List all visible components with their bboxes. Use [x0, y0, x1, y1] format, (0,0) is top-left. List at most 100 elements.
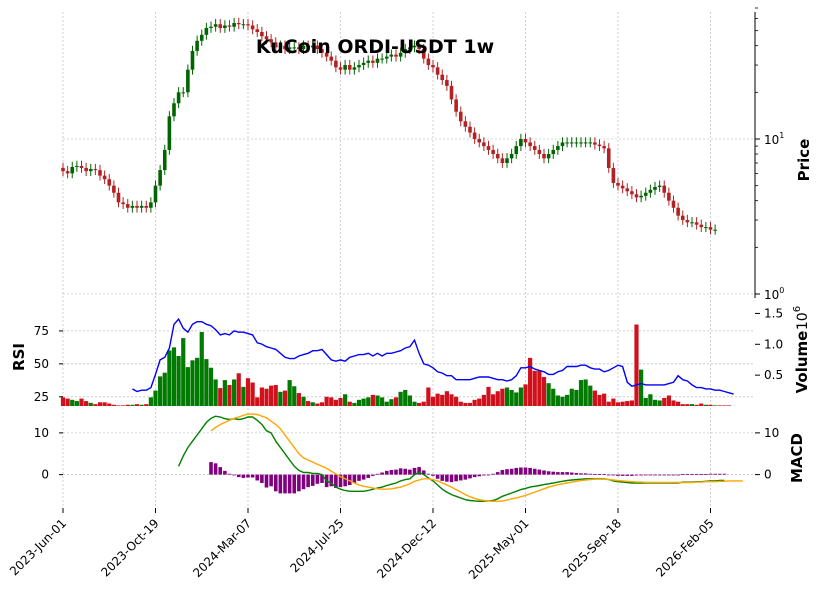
macd-hist-bar: [722, 473, 727, 475]
price-candle: [112, 185, 116, 193]
volume-bar: [158, 376, 163, 406]
volume-bar: [578, 380, 584, 406]
volume-bar: [199, 331, 204, 406]
price-candle: [477, 138, 482, 143]
price-candle: [297, 47, 301, 50]
price-candle: [569, 142, 574, 144]
volume-bar: [352, 402, 357, 406]
macd-hist-bar: [232, 474, 236, 476]
macd-hist-bar: [445, 474, 449, 482]
macd-hist-bar: [384, 470, 389, 475]
volume-bar: [565, 394, 570, 406]
price-candle: [708, 227, 713, 230]
price-candle: [602, 146, 606, 149]
price-candle: [403, 49, 408, 53]
price-candle: [546, 154, 551, 159]
price-candle: [181, 92, 186, 94]
volume-bar: [255, 397, 260, 406]
macd-line: [177, 415, 725, 502]
price-candle: [301, 45, 306, 50]
macd-hist-bar: [236, 474, 241, 478]
macd-hist-bar: [662, 474, 667, 476]
volume-bar: [412, 401, 417, 406]
volume-bar: [583, 379, 588, 406]
rsi-tick-label: 75: [34, 324, 49, 338]
macd-hist-bar: [542, 470, 546, 475]
macd-hist-bar: [310, 474, 315, 486]
volume-bar: [481, 394, 486, 406]
price-candle: [278, 45, 283, 48]
volume-bar: [60, 397, 66, 406]
volume-bar: [588, 385, 593, 406]
price-candle: [70, 166, 75, 174]
rsi-line-layer: [132, 317, 734, 395]
price-candle: [227, 25, 232, 27]
price-candle: [315, 45, 320, 50]
macd-hist-bar: [412, 467, 417, 475]
price-candle: [616, 183, 620, 186]
macd-hist-bar: [283, 474, 287, 494]
volume-bar: [518, 387, 523, 406]
volume-bar: [504, 387, 510, 406]
volume-bars: [60, 324, 732, 406]
macd-hist-bar: [375, 473, 380, 475]
volume-bar: [671, 400, 676, 406]
volume-bar: [171, 347, 177, 406]
volume-bar: [555, 395, 560, 406]
price-candle: [676, 207, 680, 216]
x-tick-label: 2025-Sep-18: [560, 516, 624, 580]
price-candle: [500, 158, 505, 164]
macd-hist-bar: [519, 467, 523, 475]
price-candle: [343, 65, 347, 70]
macd-hist-bar: [468, 474, 472, 479]
macd-hist-bar: [218, 467, 223, 475]
price-candle: [125, 204, 130, 208]
price-candle: [361, 62, 366, 66]
macd-hist-bar: [329, 474, 334, 487]
macd-hist-bar: [264, 474, 269, 488]
price-candle: [394, 54, 398, 57]
volume-bar: [602, 393, 607, 406]
volume-bar: [139, 404, 144, 406]
volume-bar: [606, 401, 611, 406]
volume-axis-label: Volume: [793, 331, 811, 394]
macd-hist-bar: [398, 468, 403, 475]
price-candle: [153, 185, 158, 203]
volume-bar: [629, 400, 634, 406]
macd-hist-bar: [361, 474, 366, 480]
price-tick-label: 100: [764, 286, 784, 302]
macd-hist-bar: [278, 474, 283, 494]
price-candle: [380, 58, 384, 60]
price-candle: [639, 195, 643, 198]
macd-hist-bar: [408, 469, 412, 475]
price-candle: [144, 205, 149, 208]
volume-bar: [370, 394, 375, 406]
price-candle: [426, 58, 431, 66]
volume-bar: [560, 396, 565, 406]
price-candle: [449, 85, 454, 100]
volume-bar: [676, 401, 681, 406]
price-candle: [255, 29, 260, 33]
price-candle: [560, 142, 565, 147]
volume-bar: [458, 401, 463, 406]
volume-bar: [666, 395, 671, 406]
price-candle: [671, 200, 676, 208]
volume-bar: [204, 359, 209, 406]
price-candle: [389, 54, 394, 57]
price-candle: [528, 142, 532, 147]
volume-bar: [615, 402, 621, 406]
macd-hist-bar: [440, 474, 445, 481]
volume-bar: [472, 399, 477, 406]
volume-bar: [551, 388, 556, 406]
volume-tick-label: 1.0: [764, 337, 783, 351]
volume-bar: [241, 386, 246, 406]
volume-bar: [495, 391, 500, 406]
price-candle: [283, 45, 287, 50]
price-candle: [162, 149, 167, 171]
price-candle: [532, 146, 537, 150]
price-candle: [657, 185, 662, 188]
chart-title: KuCoin ORDI-USDT 1w: [256, 36, 494, 58]
price-candle: [583, 142, 588, 144]
volume-bar: [528, 357, 533, 406]
price-candle: [139, 205, 144, 208]
